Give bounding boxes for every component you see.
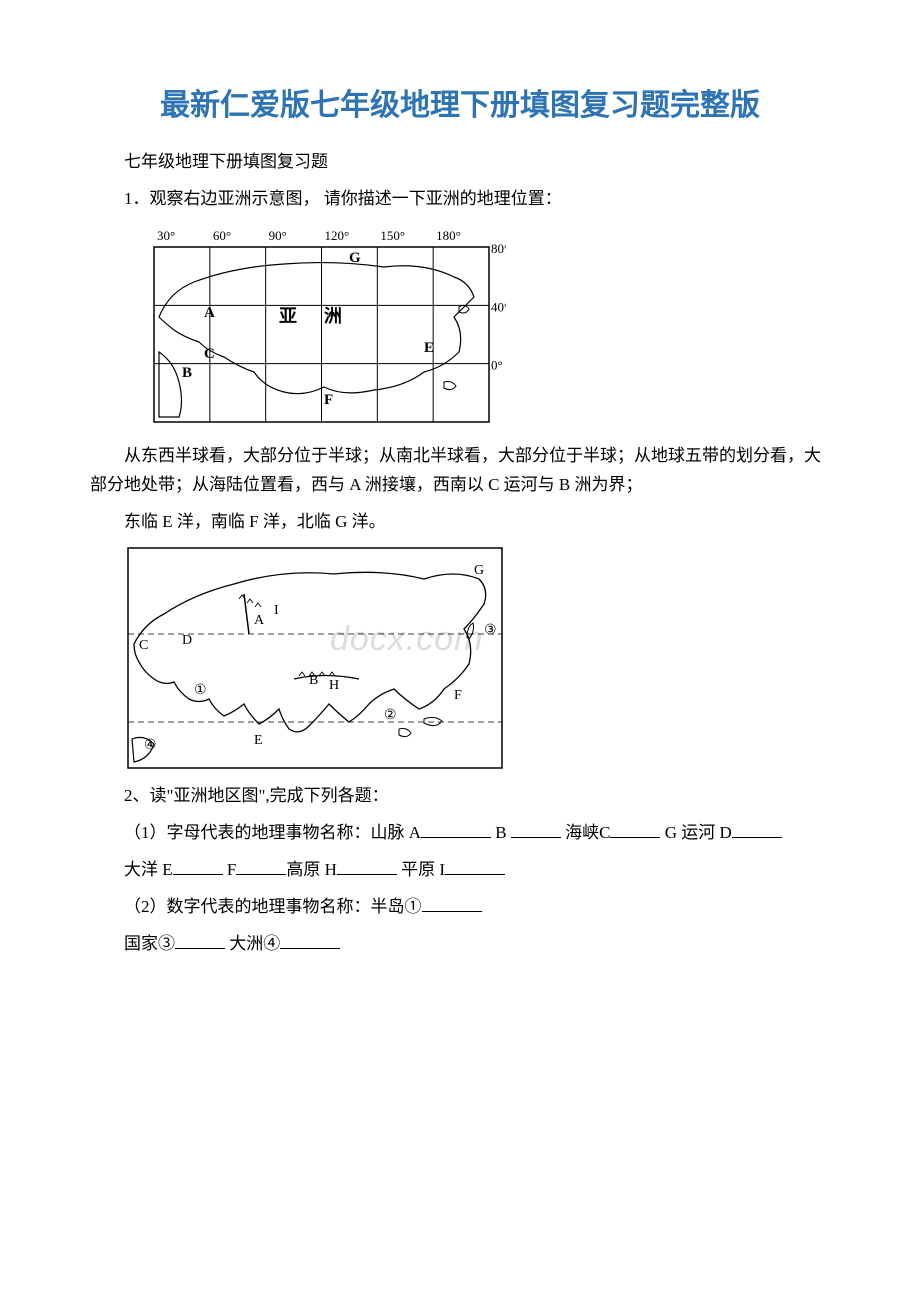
blank-c[interactable] xyxy=(610,820,660,839)
blank-h[interactable] xyxy=(337,857,397,876)
svg-text:洲: 洲 xyxy=(324,306,342,326)
q2-1-strait: 海峡C xyxy=(561,823,611,842)
svg-text:180°: 180° xyxy=(436,228,461,243)
svg-text:E: E xyxy=(254,733,263,748)
map1-svg: 30° 60° 90° 120° 150° 180° 80° 40° 0° A BC E F G 亚 洲 xyxy=(124,222,506,432)
svg-text:②: ② xyxy=(384,708,397,723)
q1-intro: 1．观察右边亚洲示意图， 请你描述一下亚洲的地理位置： xyxy=(90,185,830,214)
svg-text:120°: 120° xyxy=(325,228,350,243)
svg-text:G: G xyxy=(349,250,361,266)
q2-continent: 大洲④ xyxy=(225,934,280,953)
document-content: 最新仁爱版七年级地理下册填图复习题完整版 七年级地理下册填图复习题 1．观察右边… xyxy=(90,80,830,959)
svg-text:C: C xyxy=(204,346,215,362)
svg-text:0°: 0° xyxy=(491,357,503,372)
svg-text:150°: 150° xyxy=(380,228,405,243)
svg-text:60°: 60° xyxy=(213,228,231,243)
q2-country: 国家③ xyxy=(124,934,175,953)
blank-f[interactable] xyxy=(236,857,286,876)
q2-1-b: B xyxy=(491,823,511,842)
svg-text:D: D xyxy=(182,633,192,648)
svg-text:40°: 40° xyxy=(491,299,506,314)
svg-text:B: B xyxy=(182,365,192,381)
blank-d[interactable] xyxy=(732,820,782,839)
q2-line3: （2）数字代表的地理事物名称：半岛① xyxy=(90,893,830,922)
svg-text:H: H xyxy=(329,678,339,693)
q2-line1: （1）字母代表的地理事物名称：山脉 A B 海峡C G 运河 D xyxy=(90,819,830,848)
svg-text:G: G xyxy=(474,563,484,578)
svg-text:F: F xyxy=(324,392,333,408)
svg-text:③: ③ xyxy=(484,623,497,638)
svg-text:亚: 亚 xyxy=(279,306,297,326)
blank-b[interactable] xyxy=(511,820,561,839)
blank-e[interactable] xyxy=(173,857,223,876)
q2-1-prefix: （1）字母代表的地理事物名称：山脉 A xyxy=(124,823,421,842)
map2-container: AI BH C D E F G ① ② ③ ④ xyxy=(124,544,830,772)
q2-2-prefix: （2）数字代表的地理事物名称：半岛① xyxy=(124,897,422,916)
q2-plain: 平原 I xyxy=(397,860,445,879)
svg-text:E: E xyxy=(424,340,434,356)
q1-body2: 东临 E 洋，南临 F 洋，北临 G 洋。 xyxy=(90,508,830,537)
q2-ocean-f: F xyxy=(223,860,237,879)
svg-text:30°: 30° xyxy=(157,228,175,243)
svg-text:F: F xyxy=(454,688,462,703)
q2-plateau: 高原 H xyxy=(286,860,337,879)
map2-svg: AI BH C D E F G ① ② ③ ④ xyxy=(124,544,506,772)
svg-text:A: A xyxy=(204,305,215,321)
svg-text:90°: 90° xyxy=(269,228,287,243)
q2-intro: 2、读"亚洲地区图",完成下列各题： xyxy=(90,782,830,811)
svg-text:I: I xyxy=(274,603,279,618)
blank-cont4[interactable] xyxy=(280,930,340,949)
q2-line2: 大洋 E F 高原 H 平原 I xyxy=(90,856,830,885)
q2-ocean-prefix: 大洋 E xyxy=(124,860,173,879)
svg-text:80°: 80° xyxy=(491,241,506,256)
q1-body1: 从东西半球看，大部分位于半球；从南北半球看，大部分位于半球；从地球五带的划分看，… xyxy=(90,442,830,500)
blank-country3[interactable] xyxy=(175,930,225,949)
svg-text:B: B xyxy=(309,673,318,688)
q2-1-canal: G 运河 D xyxy=(660,823,731,842)
blank-a[interactable] xyxy=(421,820,491,839)
subtitle: 七年级地理下册填图复习题 xyxy=(90,148,830,177)
document-title: 最新仁爱版七年级地理下册填图复习题完整版 xyxy=(90,80,830,124)
blank-pen1[interactable] xyxy=(422,893,482,912)
blank-i[interactable] xyxy=(445,857,505,876)
svg-text:④: ④ xyxy=(144,738,157,753)
svg-text:①: ① xyxy=(194,683,207,698)
q2-line4: 国家③ 大洲④ xyxy=(90,930,830,959)
svg-text:C: C xyxy=(139,638,148,653)
svg-text:A: A xyxy=(254,613,265,628)
map1-container: 30° 60° 90° 120° 150° 180° 80° 40° 0° A BC E F G 亚 洲 xyxy=(124,222,830,432)
